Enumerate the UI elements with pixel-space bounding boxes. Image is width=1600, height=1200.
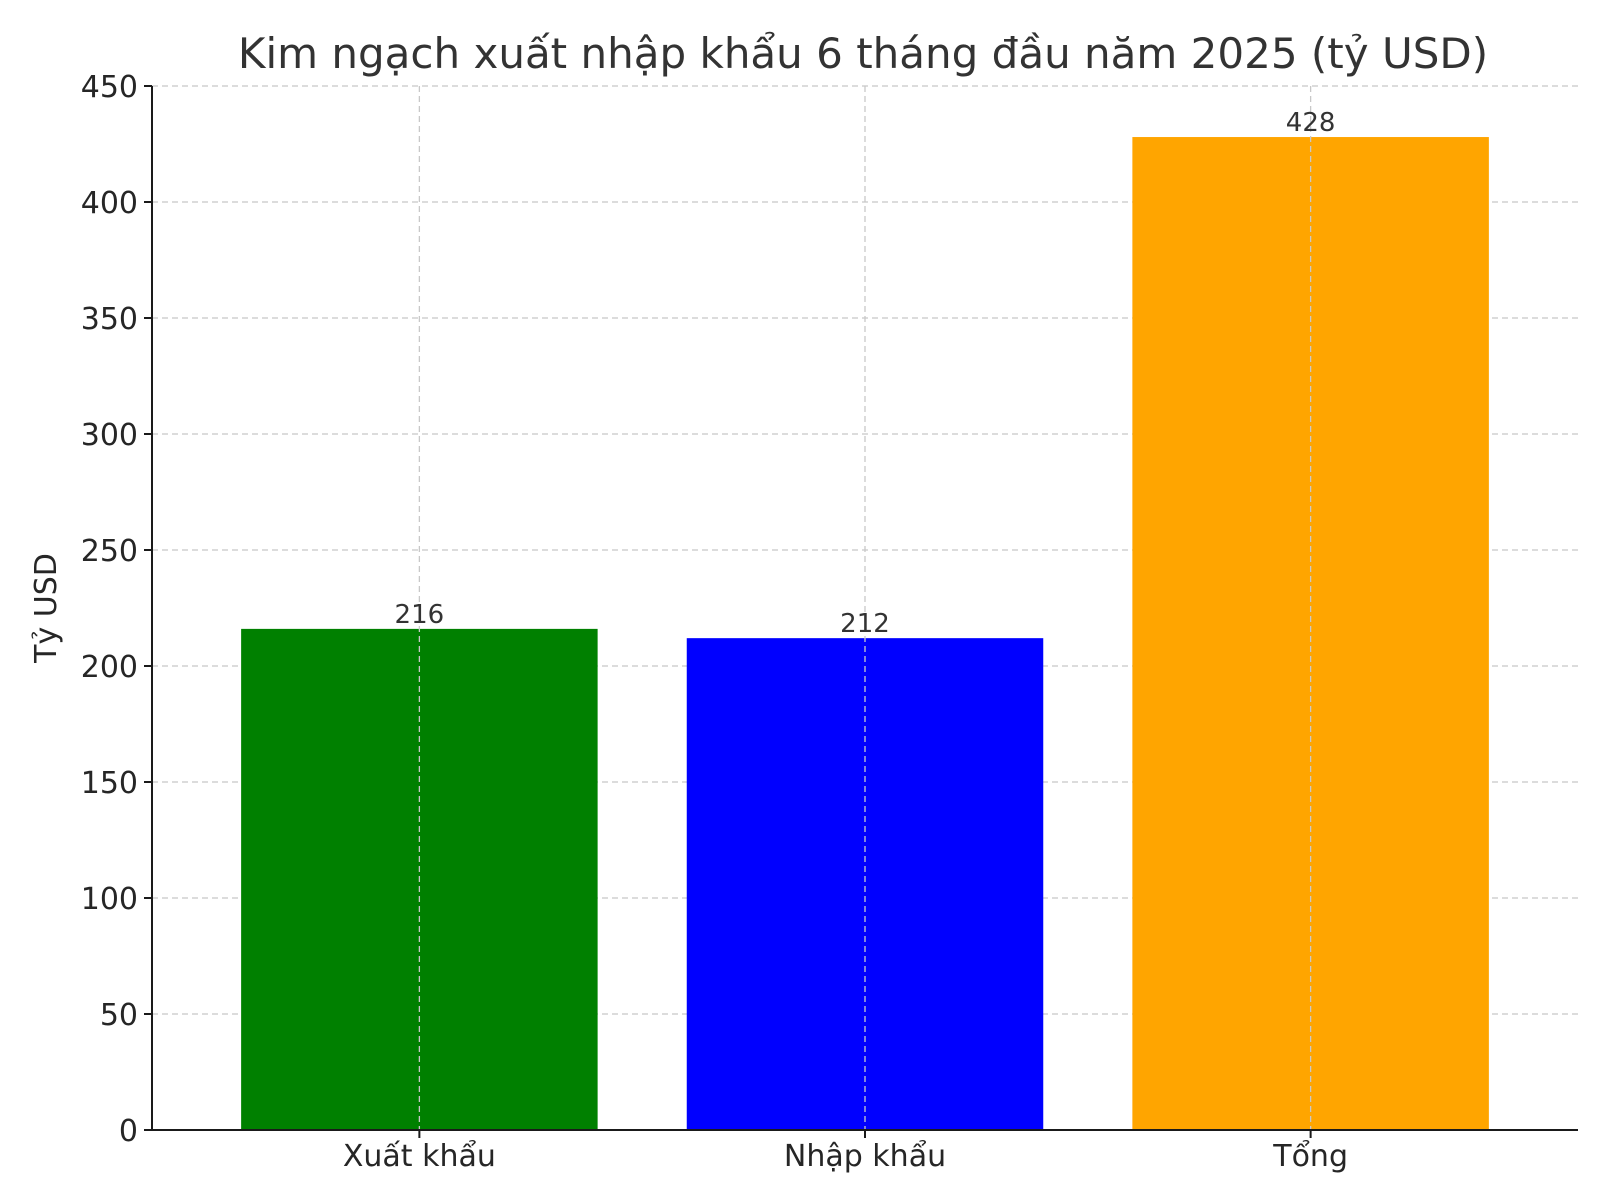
axes [144, 85, 1578, 1138]
x-tick-label: Tổng [1272, 1138, 1348, 1174]
y-tick-label: 0 [119, 1114, 138, 1149]
y-tick-label: 400 [81, 186, 138, 221]
y-tick-label: 50 [100, 998, 138, 1033]
vertical-grid [418, 86, 1312, 1130]
chart-title: Kim ngạch xuất nhập khẩu 6 tháng đầu năm… [238, 29, 1488, 78]
x-tick-label: Xuất khẩu [343, 1138, 496, 1174]
bar-value-label: 428 [1286, 108, 1336, 138]
bar [1132, 137, 1489, 1131]
y-tick-label: 300 [81, 418, 138, 453]
y-tick-label: 450 [81, 70, 138, 105]
bar-value-label: 212 [840, 609, 890, 639]
y-tick-label: 200 [81, 650, 138, 685]
y-axis-title: Tỷ USD [29, 553, 64, 664]
y-tick-label: 350 [81, 302, 138, 337]
y-tick-label: 150 [81, 766, 138, 801]
y-tick-label: 100 [81, 882, 138, 917]
labels: 0 50 100 150 200 250 300 350 400 450 Xuất khẩu 216 N… [81, 70, 1348, 1174]
bar-value-label: 216 [395, 600, 445, 630]
x-tick-label: Nhập khẩu [784, 1138, 946, 1174]
y-tick-label: 250 [81, 534, 138, 569]
